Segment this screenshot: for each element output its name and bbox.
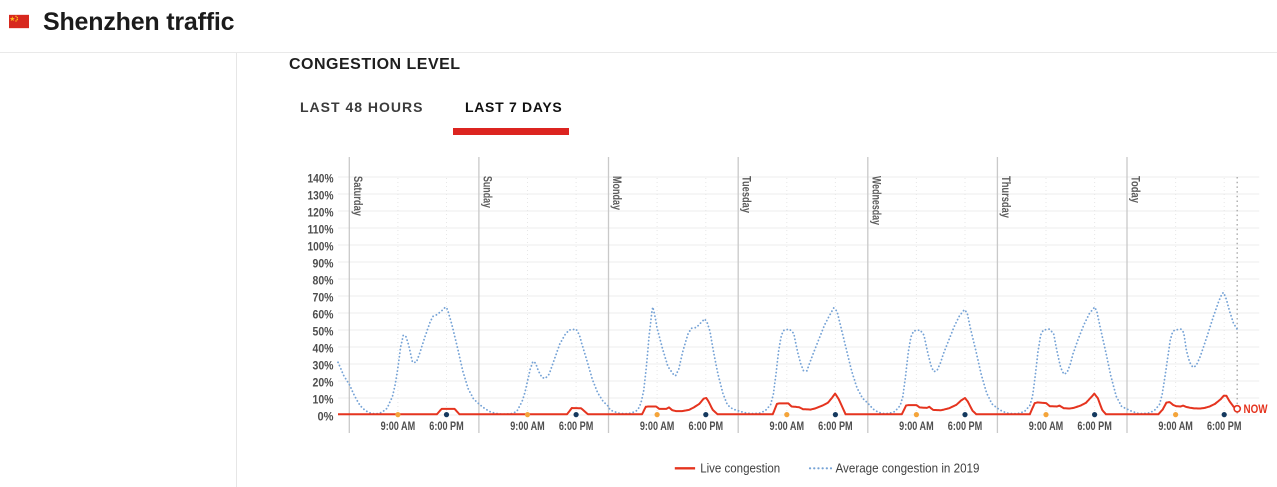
svg-text:NOW: NOW <box>1244 402 1269 416</box>
svg-text:10%: 10% <box>313 393 334 407</box>
svg-text:9:00 AM: 9:00 AM <box>381 419 416 433</box>
svg-text:6:00 PM: 6:00 PM <box>818 419 853 433</box>
svg-text:80%: 80% <box>313 274 334 288</box>
svg-text:Sunday: Sunday <box>480 176 492 208</box>
svg-text:140%: 140% <box>308 172 334 186</box>
svg-text:9:00 AM: 9:00 AM <box>510 419 545 433</box>
svg-text:110%: 110% <box>308 223 334 237</box>
svg-text:Today: Today <box>1129 176 1141 203</box>
svg-text:6:00 PM: 6:00 PM <box>429 419 464 433</box>
svg-text:100%: 100% <box>308 240 334 254</box>
svg-text:9:00 AM: 9:00 AM <box>640 419 675 433</box>
svg-text:6:00 PM: 6:00 PM <box>948 419 983 433</box>
svg-text:6:00 PM: 6:00 PM <box>1077 419 1112 433</box>
svg-text:Live congestion: Live congestion <box>700 461 780 476</box>
svg-text:Average congestion in 2019: Average congestion in 2019 <box>836 461 980 476</box>
svg-text:Tuesday: Tuesday <box>740 176 752 213</box>
svg-text:Wednesday: Wednesday <box>869 176 881 225</box>
svg-text:50%: 50% <box>313 325 334 339</box>
svg-text:40%: 40% <box>313 342 334 356</box>
svg-text:Saturday: Saturday <box>351 176 363 216</box>
svg-text:9:00 AM: 9:00 AM <box>770 419 805 433</box>
svg-text:60%: 60% <box>313 308 334 322</box>
svg-text:20%: 20% <box>313 376 334 390</box>
svg-text:9:00 AM: 9:00 AM <box>1029 419 1064 433</box>
svg-text:6:00 PM: 6:00 PM <box>1207 419 1242 433</box>
svg-text:Thursday: Thursday <box>999 176 1011 218</box>
svg-text:9:00 AM: 9:00 AM <box>1158 419 1193 433</box>
svg-text:30%: 30% <box>313 359 334 373</box>
svg-text:90%: 90% <box>313 257 334 271</box>
svg-text:120%: 120% <box>308 206 334 220</box>
svg-text:70%: 70% <box>313 291 334 305</box>
svg-text:9:00 AM: 9:00 AM <box>899 419 934 433</box>
svg-text:0%: 0% <box>318 410 334 424</box>
svg-text:Monday: Monday <box>610 176 622 210</box>
svg-text:6:00 PM: 6:00 PM <box>689 419 724 433</box>
svg-text:6:00 PM: 6:00 PM <box>559 419 594 433</box>
svg-text:130%: 130% <box>308 189 334 203</box>
